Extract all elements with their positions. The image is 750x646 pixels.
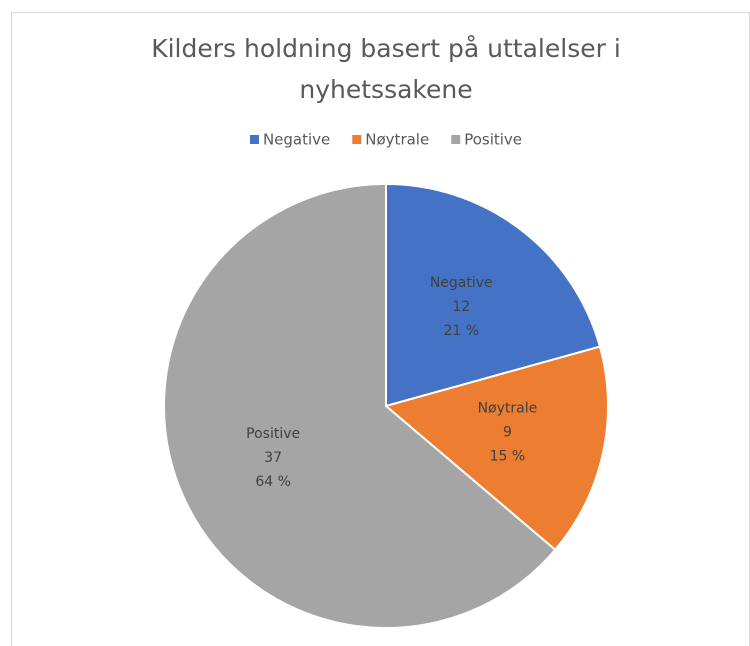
pie-slice <box>383 345 609 552</box>
legend-label: Positive <box>464 131 522 149</box>
data-label: Positive <box>246 426 300 442</box>
chart-title: nyhetssakene <box>299 75 472 104</box>
data-label: 64 % <box>255 474 291 490</box>
legend-swatch <box>249 135 259 144</box>
legend-label: Nøytrale <box>365 131 429 149</box>
pie-slice <box>163 182 557 629</box>
data-label: 12 <box>452 299 470 315</box>
legend-swatch <box>352 135 362 144</box>
data-label: 37 <box>264 450 282 466</box>
data-label: 9 <box>503 425 512 441</box>
data-label: 15 % <box>490 449 526 465</box>
pie-slice <box>385 182 602 408</box>
legend-label: Negative <box>263 131 330 149</box>
legend-swatch <box>451 135 461 144</box>
data-label: Nøytrale <box>478 401 538 417</box>
chart-title: Kilders holdning basert på uttalelser i <box>151 34 621 63</box>
data-label: Negative <box>430 275 493 291</box>
data-label: 21 % <box>443 323 479 339</box>
